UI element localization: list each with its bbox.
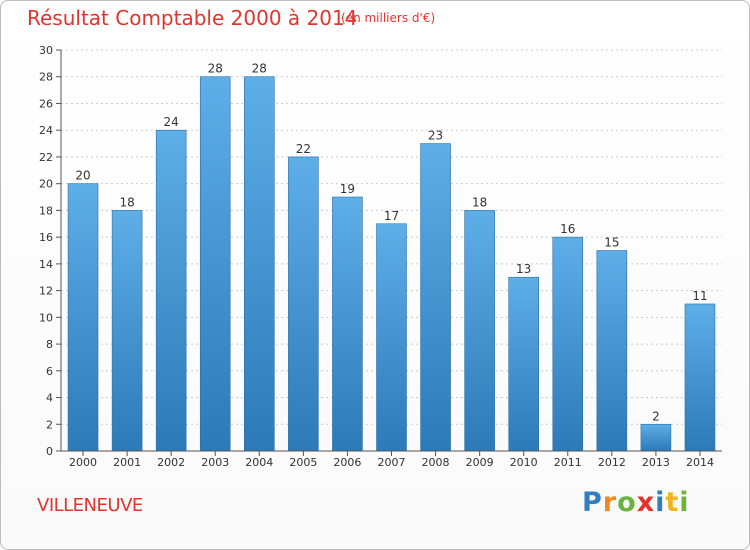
bar-2012 (596, 250, 628, 452)
bar-2002 (155, 129, 187, 452)
y-tick-label: 18 (39, 204, 53, 217)
bar-2000 (67, 183, 99, 452)
bar-2010 (508, 276, 539, 452)
logo-letter: i (679, 487, 690, 518)
bar-2008 (420, 143, 451, 452)
x-tick-label: 2012 (598, 456, 626, 469)
chart-title: Résultat Comptable 2000 à 2014 (27, 6, 358, 30)
bar-2001 (111, 210, 143, 452)
data-label: 18 (472, 195, 487, 209)
y-tick-label: 26 (39, 97, 53, 110)
y-tick-label: 14 (39, 258, 53, 271)
data-label: 23 (428, 129, 443, 143)
x-tick-label: 2000 (69, 456, 97, 469)
chart-subtitle: (en milliers d'€) (341, 11, 436, 25)
x-tick-label: 2006 (333, 456, 361, 469)
x-tick-label: 2003 (201, 456, 229, 469)
bar-2009 (464, 210, 495, 452)
y-tick-label: 10 (39, 311, 53, 324)
y-tick-label: 22 (39, 151, 53, 164)
data-label: 2 (652, 409, 660, 423)
bar-2006 (332, 196, 363, 452)
logo-letter: o (617, 487, 637, 518)
data-label: 11 (692, 289, 707, 303)
y-tick-label: 28 (39, 71, 53, 84)
x-tick-label: 2013 (642, 456, 670, 469)
x-tick-label: 2010 (510, 456, 538, 469)
data-label: 13 (516, 262, 531, 276)
bar-2005 (288, 156, 319, 452)
bar-2007 (376, 223, 407, 452)
logo-letter: x (636, 487, 656, 518)
x-tick-label: 2009 (466, 456, 494, 469)
y-tick-label: 16 (39, 231, 53, 244)
data-label: 28 (208, 62, 223, 76)
data-label: 24 (164, 115, 179, 129)
bar-2013 (640, 423, 672, 452)
data-label: 16 (560, 222, 575, 236)
y-tick-label: 0 (46, 445, 53, 458)
y-tick-label: 6 (46, 365, 53, 378)
x-tick-label: 2001 (113, 456, 141, 469)
y-tick-label: 2 (46, 418, 53, 431)
commune-name: VILLENEUVE (37, 495, 143, 516)
x-tick-label: 2007 (378, 456, 406, 469)
x-tick-label: 2005 (289, 456, 317, 469)
y-tick-label: 8 (46, 338, 53, 351)
data-label: 22 (296, 142, 311, 156)
proxiti-logo: Proxiti (582, 487, 690, 518)
bar-2014 (684, 303, 716, 452)
bar-2011 (552, 236, 584, 452)
x-tick-label: 2008 (422, 456, 450, 469)
logo-letter: P (582, 487, 603, 518)
data-label: 19 (340, 182, 355, 196)
x-tick-label: 2004 (245, 456, 273, 469)
data-label: 28 (252, 62, 267, 76)
logo-letter: t (665, 487, 680, 518)
y-tick-label: 30 (39, 44, 53, 57)
data-label: 18 (119, 195, 134, 209)
y-tick-label: 12 (39, 285, 53, 298)
data-label: 20 (75, 169, 90, 183)
y-tick-label: 24 (39, 124, 53, 137)
bar-2003 (199, 76, 231, 452)
x-tick-label: 2014 (686, 456, 714, 469)
bar-2004 (244, 76, 275, 452)
y-tick-label: 20 (39, 178, 53, 191)
y-tick-label: 4 (46, 392, 53, 405)
logo-letter: i (655, 487, 666, 518)
logo-letter: r (602, 487, 618, 518)
x-tick-label: 2002 (157, 456, 185, 469)
x-tick-label: 2011 (554, 456, 582, 469)
data-label: 15 (604, 236, 619, 250)
data-label: 17 (384, 209, 399, 223)
